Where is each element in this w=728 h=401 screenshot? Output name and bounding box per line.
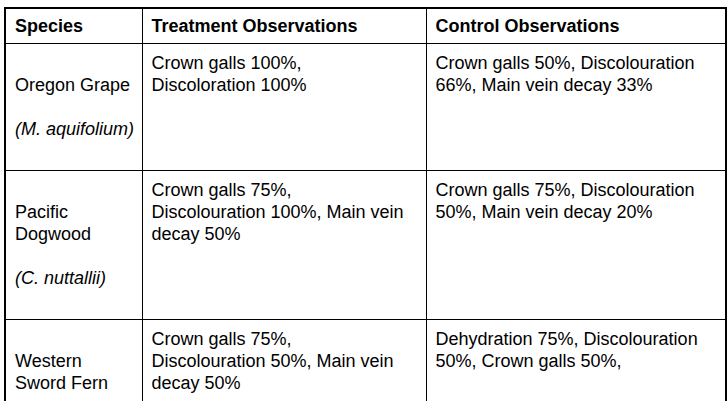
page-container: Species Treatment Observations Control O… — [0, 0, 728, 401]
species-latin-name: (M. aquifolium) — [15, 118, 137, 140]
table-header-row: Species Treatment Observations Control O… — [5, 8, 726, 44]
species-common-name: Pacific Dogwood — [15, 201, 137, 245]
species-common-name: Western Sword Fern — [15, 350, 137, 394]
species-cell: Pacific Dogwood (C. nuttallii) — [5, 171, 142, 320]
control-observations-cell: Crown galls 50%, Discolouration 66%, Mai… — [426, 44, 726, 171]
control-observations-cell: Crown galls 75%, Discolouration 50%, Mai… — [426, 171, 726, 320]
table-row: Western Sword Fern (P. munitum) Crown ga… — [5, 320, 726, 401]
treatment-observations-cell: Crown galls 100%, Discoloration 100% — [142, 44, 426, 171]
species-cell: Oregon Grape (M. aquifolium) — [5, 44, 142, 171]
column-header-species: Species — [5, 8, 142, 44]
treatment-observations-cell: Crown galls 75%, Discolouration 50%, Mai… — [142, 320, 426, 401]
observations-table: Species Treatment Observations Control O… — [4, 7, 727, 401]
table-row: Oregon Grape (M. aquifolium) Crown galls… — [5, 44, 726, 171]
column-header-treatment-observations: Treatment Observations — [142, 8, 426, 44]
control-observations-cell: Dehydration 75%, Discolouration 50%, Cro… — [426, 320, 726, 401]
treatment-observations-cell: Crown galls 75%, Discolouration 100%, Ma… — [142, 171, 426, 320]
table-row: Pacific Dogwood (C. nuttallii) Crown gal… — [5, 171, 726, 320]
species-common-name: Oregon Grape — [15, 74, 137, 96]
species-latin-name: (C. nuttallii) — [15, 267, 137, 289]
species-cell: Western Sword Fern (P. munitum) — [5, 320, 142, 401]
column-header-control-observations: Control Observations — [426, 8, 726, 44]
